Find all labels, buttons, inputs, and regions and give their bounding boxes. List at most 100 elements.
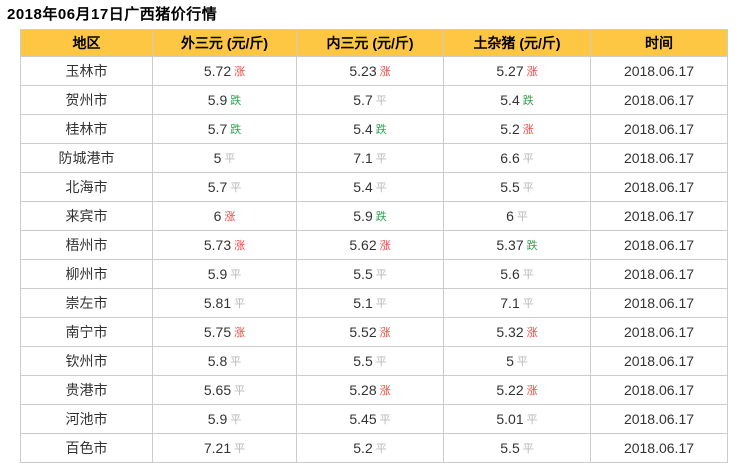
- header-neisanyuan: 内三元 (元/斤): [296, 29, 444, 57]
- region-cell: 贺州市: [20, 85, 153, 115]
- price-value: 5.65: [203, 382, 232, 398]
- price-value: 5.27: [496, 63, 524, 79]
- date-cell: 2018.06.17: [590, 288, 728, 318]
- trend-flat-marker: 平: [522, 443, 534, 455]
- date-cell: 2018.06.17: [590, 172, 728, 202]
- w3-price-cell: 5.81 平: [152, 288, 297, 318]
- w3-price-cell: 5.9 平: [152, 404, 297, 434]
- table-row: 防城港市 5 平 7.1 平 6.6 平 2018.06.17: [20, 143, 728, 173]
- region-cell: 河池市: [20, 404, 153, 434]
- n3-price-cell: 5.52 涨: [296, 317, 444, 347]
- tz-price-cell: 5.6 平: [443, 259, 591, 289]
- region-cell: 桂林市: [20, 114, 153, 144]
- region-cell: 北海市: [20, 172, 153, 202]
- page-title: 2018年06月17日广西猪价行情: [7, 6, 218, 23]
- region-cell: 百色市: [20, 433, 153, 463]
- date-cell: 2018.06.17: [590, 143, 728, 173]
- header-region: 地区: [20, 29, 153, 57]
- n3-price-cell: 5.1 平: [296, 288, 444, 318]
- n3-price-cell: 5.4 平: [296, 172, 444, 202]
- trend-down-marker: 跌: [526, 240, 538, 252]
- date-cell: 2018.06.17: [590, 375, 728, 405]
- trend-flat-marker: 平: [522, 269, 534, 281]
- price-value: 5.5: [353, 266, 373, 282]
- n3-price-cell: 5.45 平: [296, 404, 444, 434]
- trend-flat-marker: 平: [375, 153, 387, 165]
- trend-up-marker: 涨: [379, 385, 391, 397]
- price-value: 5.9: [353, 208, 373, 224]
- price-value: 5.73: [203, 237, 232, 253]
- table-row: 贺州市 5.9 跌 5.7 平 5.4 跌 2018.06.17: [20, 85, 728, 115]
- tz-price-cell: 5.32 涨: [443, 317, 591, 347]
- w3-price-cell: 5.7 跌: [152, 114, 297, 144]
- date-cell: 2018.06.17: [590, 201, 728, 231]
- tz-price-cell: 5.4 跌: [443, 85, 591, 115]
- table-row: 河池市 5.9 平 5.45 平 5.01 平 2018.06.17: [20, 404, 728, 434]
- trend-flat-marker: 平: [234, 385, 246, 397]
- region-cell: 柳州市: [20, 259, 153, 289]
- n3-price-cell: 5.9 跌: [296, 201, 444, 231]
- price-value: 5.5: [500, 440, 520, 456]
- trend-flat-marker: 平: [230, 414, 242, 426]
- price-value: 7.21: [203, 440, 232, 456]
- tz-price-cell: 5.01 平: [443, 404, 591, 434]
- price-value: 5.1: [353, 295, 373, 311]
- trend-flat-marker: 平: [375, 182, 387, 194]
- header-waisanyuan: 外三元 (元/斤): [152, 29, 297, 57]
- region-cell: 防城港市: [20, 143, 153, 173]
- table-row: 南宁市 5.75 涨 5.52 涨 5.32 涨 2018.06.17: [20, 317, 728, 347]
- trend-up-marker: 涨: [526, 385, 538, 397]
- trend-flat-marker: 平: [522, 298, 534, 310]
- price-value: 5.8: [207, 353, 228, 369]
- table-row: 钦州市 5.8 平 5.5 平 5 平 2018.06.17: [20, 346, 728, 376]
- trend-flat-marker: 平: [375, 298, 387, 310]
- date-cell: 2018.06.17: [590, 259, 728, 289]
- trend-up-marker: 涨: [234, 240, 246, 252]
- price-value: 5.52: [349, 324, 377, 340]
- w3-price-cell: 5.73 涨: [152, 230, 297, 260]
- n3-price-cell: 5.28 涨: [296, 375, 444, 405]
- trend-flat-marker: 平: [375, 95, 387, 107]
- table-row: 来宾市 6 涨 5.9 跌 6 平 2018.06.17: [20, 201, 728, 231]
- price-value: 5.32: [496, 324, 524, 340]
- region-cell: 贵港市: [20, 375, 153, 405]
- price-value: 5.2: [500, 121, 520, 137]
- price-value: 5: [506, 353, 514, 369]
- trend-flat-marker: 平: [230, 182, 242, 194]
- w3-price-cell: 5.8 平: [152, 346, 297, 376]
- tz-price-cell: 6.6 平: [443, 143, 591, 173]
- date-cell: 2018.06.17: [590, 346, 728, 376]
- price-value: 5.45: [349, 411, 377, 427]
- price-value: 5.4: [353, 179, 373, 195]
- trend-down-marker: 跌: [375, 124, 387, 136]
- price-value: 5.81: [203, 295, 232, 311]
- tz-price-cell: 5.37 跌: [443, 230, 591, 260]
- date-cell: 2018.06.17: [590, 433, 728, 463]
- price-value: 5.5: [353, 353, 373, 369]
- date-cell: 2018.06.17: [590, 56, 728, 86]
- price-value: 5.5: [500, 179, 520, 195]
- table-row: 柳州市 5.9 平 5.5 平 5.6 平 2018.06.17: [20, 259, 728, 289]
- price-value: 5: [213, 150, 222, 166]
- w3-price-cell: 5.72 涨: [152, 56, 297, 86]
- n3-price-cell: 5.5 平: [296, 346, 444, 376]
- trend-flat-marker: 平: [375, 356, 387, 368]
- date-cell: 2018.06.17: [590, 317, 728, 347]
- trend-flat-marker: 平: [516, 356, 528, 368]
- header-date: 时间: [590, 29, 728, 57]
- n3-price-cell: 5.62 涨: [296, 230, 444, 260]
- trend-up-marker: 涨: [234, 66, 246, 78]
- trend-down-marker: 跌: [375, 211, 387, 223]
- w3-price-cell: 5.9 跌: [152, 85, 297, 115]
- trend-flat-marker: 平: [375, 443, 387, 455]
- trend-flat-marker: 平: [234, 298, 246, 310]
- price-value: 5.22: [496, 382, 524, 398]
- trend-flat-marker: 平: [516, 211, 528, 223]
- price-value: 6.6: [500, 150, 520, 166]
- header-tuzazhu: 土杂猪 (元/斤): [443, 29, 591, 57]
- tz-price-cell: 5.2 涨: [443, 114, 591, 144]
